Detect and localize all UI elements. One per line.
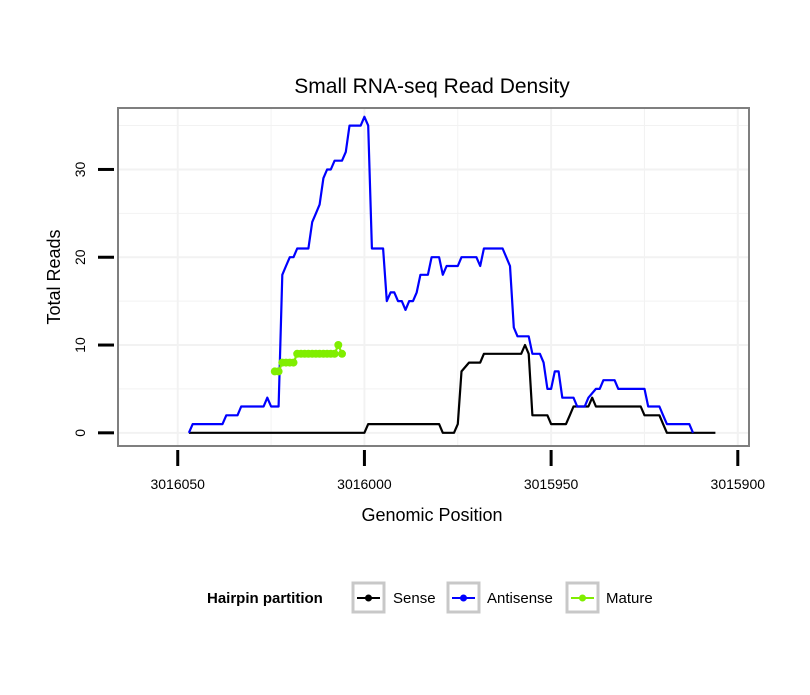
data-point-mature <box>338 349 346 358</box>
chart-title: Small RNA-seq Read Density <box>294 75 570 98</box>
legend-item-antisense: Antisense <box>446 581 553 614</box>
data-point-mature <box>334 341 343 349</box>
legend: Hairpin partition Sense Antisense Mature <box>207 581 653 614</box>
x-axis-label: Genomic Position <box>361 505 502 525</box>
legend-dot-antisense <box>460 594 467 602</box>
legend-dot-mature <box>579 594 586 602</box>
legend-label-mature: Mature <box>606 590 653 607</box>
data-point-mature <box>274 367 283 376</box>
x-tick-label: 3015950 <box>524 476 579 492</box>
legend-item-sense: Sense <box>351 581 436 614</box>
y-tick-label: 10 <box>72 337 88 353</box>
y-tick-label: 20 <box>72 249 88 265</box>
x-tick-label: 3016000 <box>337 476 392 492</box>
series-mature <box>270 341 346 376</box>
legend-label-sense: Sense <box>393 590 436 607</box>
series-line-sense <box>188 343 716 434</box>
x-tick-label: 3016050 <box>150 476 205 492</box>
legend-dot-sense <box>365 594 372 602</box>
data-point-mature <box>330 349 339 358</box>
series-sense <box>188 343 716 434</box>
x-tick-label: 3015900 <box>711 476 766 492</box>
y-axis-label: Total Reads <box>44 229 64 324</box>
series-layer <box>187 115 716 434</box>
legend-label-antisense: Antisense <box>487 590 553 607</box>
plot-panel <box>118 108 749 446</box>
plot-border <box>117 107 750 447</box>
y-tick-label: 0 <box>72 429 88 437</box>
data-point-mature <box>289 358 298 367</box>
legend-item-mature: Mature <box>565 581 653 614</box>
series-antisense <box>187 115 695 434</box>
series-line-antisense <box>187 115 695 434</box>
y-tick-label: 30 <box>72 161 88 177</box>
legend-title: Hairpin partition <box>207 590 323 607</box>
axes-layer: 3016050 3016000 3015950 3015900 0 10 20 30 <box>72 161 765 492</box>
